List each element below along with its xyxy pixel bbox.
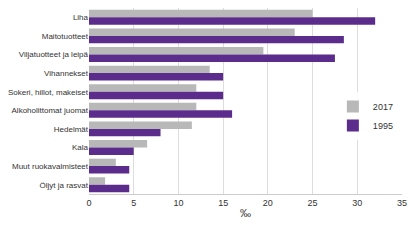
- svg-text:Vihannekset: Vihannekset: [44, 69, 89, 78]
- svg-text:2017: 2017: [373, 102, 393, 112]
- svg-text:Maitotuotteet: Maitotuotteet: [42, 32, 89, 41]
- svg-text:Alkoholittomat juomat: Alkoholittomat juomat: [12, 106, 89, 115]
- svg-text:10: 10: [173, 198, 183, 208]
- svg-text:25: 25: [308, 198, 318, 208]
- svg-text:5: 5: [131, 198, 136, 208]
- svg-text:35: 35: [397, 198, 407, 208]
- svg-text:Kala: Kala: [72, 143, 89, 152]
- svg-text:Viljatuotteet ja leipä: Viljatuotteet ja leipä: [19, 50, 89, 59]
- svg-text:0: 0: [86, 198, 91, 208]
- svg-text:Muut ruokavalmisteet: Muut ruokavalmisteet: [12, 162, 89, 171]
- svg-text:Liha: Liha: [73, 13, 89, 22]
- svg-text:1995: 1995: [373, 121, 393, 131]
- svg-text:Hedelmät: Hedelmät: [54, 125, 89, 134]
- svg-text:15: 15: [218, 198, 228, 208]
- svg-text:‰: ‰: [240, 207, 251, 219]
- svg-text:30: 30: [352, 198, 362, 208]
- svg-text:Sokeri, hillot, makeiset: Sokeri, hillot, makeiset: [8, 88, 89, 97]
- svg-text:20: 20: [263, 198, 273, 208]
- svg-text:Öljyt ja rasvat: Öljyt ja rasvat: [40, 181, 89, 190]
